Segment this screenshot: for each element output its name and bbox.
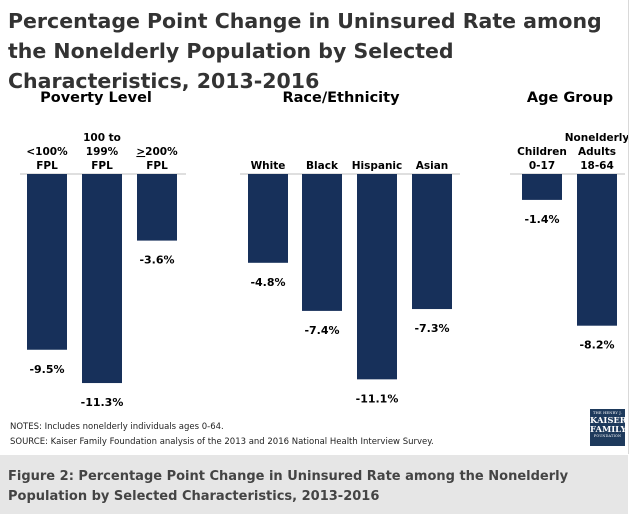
logo-text: FOUNDATION: [593, 434, 622, 438]
data-label: -7.4%: [304, 324, 339, 337]
chart-panel: Percentage Point Change in Uninsured Rat…: [8, 0, 629, 454]
category-label: <100%: [26, 146, 68, 158]
group-label-poverty-level: Poverty Level: [40, 90, 152, 106]
bar: [302, 174, 342, 311]
bar: [27, 174, 67, 350]
data-label: -4.8%: [250, 276, 285, 289]
category-label: FPL: [91, 160, 113, 172]
bar: [82, 174, 122, 384]
bar-plot: <100% FPL -9.5% 100 to 199% FPL -11.3% >200% FPL…: [20, 132, 628, 409]
category-label: Children: [517, 146, 567, 158]
category-label: Black: [306, 160, 339, 172]
logo-text: THE HENRY J.: [592, 411, 622, 415]
category-label: 100 to: [83, 132, 121, 144]
logo-text: FAMILY: [590, 424, 627, 434]
category-label: 18-64: [580, 160, 614, 172]
notes-line: NOTES: Includes nonelderly individuals a…: [10, 422, 224, 432]
category-label: Hispanic: [352, 160, 403, 172]
group-label-age-group: Age Group: [526, 90, 614, 106]
category-label: Adults: [578, 146, 616, 158]
bar: [357, 174, 397, 380]
category-label: 199%: [86, 146, 119, 158]
chart-title: Percentage Point Change in Uninsured Rat…: [8, 9, 602, 93]
kff-logo: THE HENRY J. KAISER FAMILY FOUNDATION: [590, 409, 627, 446]
data-label: -7.3%: [414, 322, 449, 335]
data-label: -8.2%: [579, 339, 614, 352]
bar: [248, 174, 288, 263]
category-label: White: [251, 160, 286, 172]
category-label: FPL: [36, 160, 58, 172]
category-label: Asian: [416, 160, 449, 172]
caption-bar: [0, 455, 628, 514]
bar: [412, 174, 452, 310]
figure-caption: Figure 2: Percentage Point Change in Uni…: [8, 469, 569, 504]
data-label: -11.3%: [81, 396, 124, 409]
source-line: SOURCE: Kaiser Family Foundation analysi…: [10, 437, 434, 447]
category-label: FPL: [146, 160, 168, 172]
data-label: -11.1%: [356, 392, 399, 405]
data-label: -9.5%: [29, 363, 64, 376]
bar: [137, 174, 177, 241]
notes: NOTES: Includes nonelderly individuals a…: [10, 420, 434, 450]
bar: [522, 174, 562, 200]
data-label: -3.6%: [139, 254, 174, 267]
category-label: Nonelderly: [565, 132, 628, 144]
category-label: 0-17: [529, 160, 555, 172]
data-label: -1.4%: [524, 213, 559, 226]
group-label-race-ethnicity: Race/Ethnicity: [282, 90, 400, 106]
logo-text: KAISER: [590, 415, 627, 425]
category-label: >200%: [136, 146, 178, 158]
bar: [577, 174, 617, 326]
